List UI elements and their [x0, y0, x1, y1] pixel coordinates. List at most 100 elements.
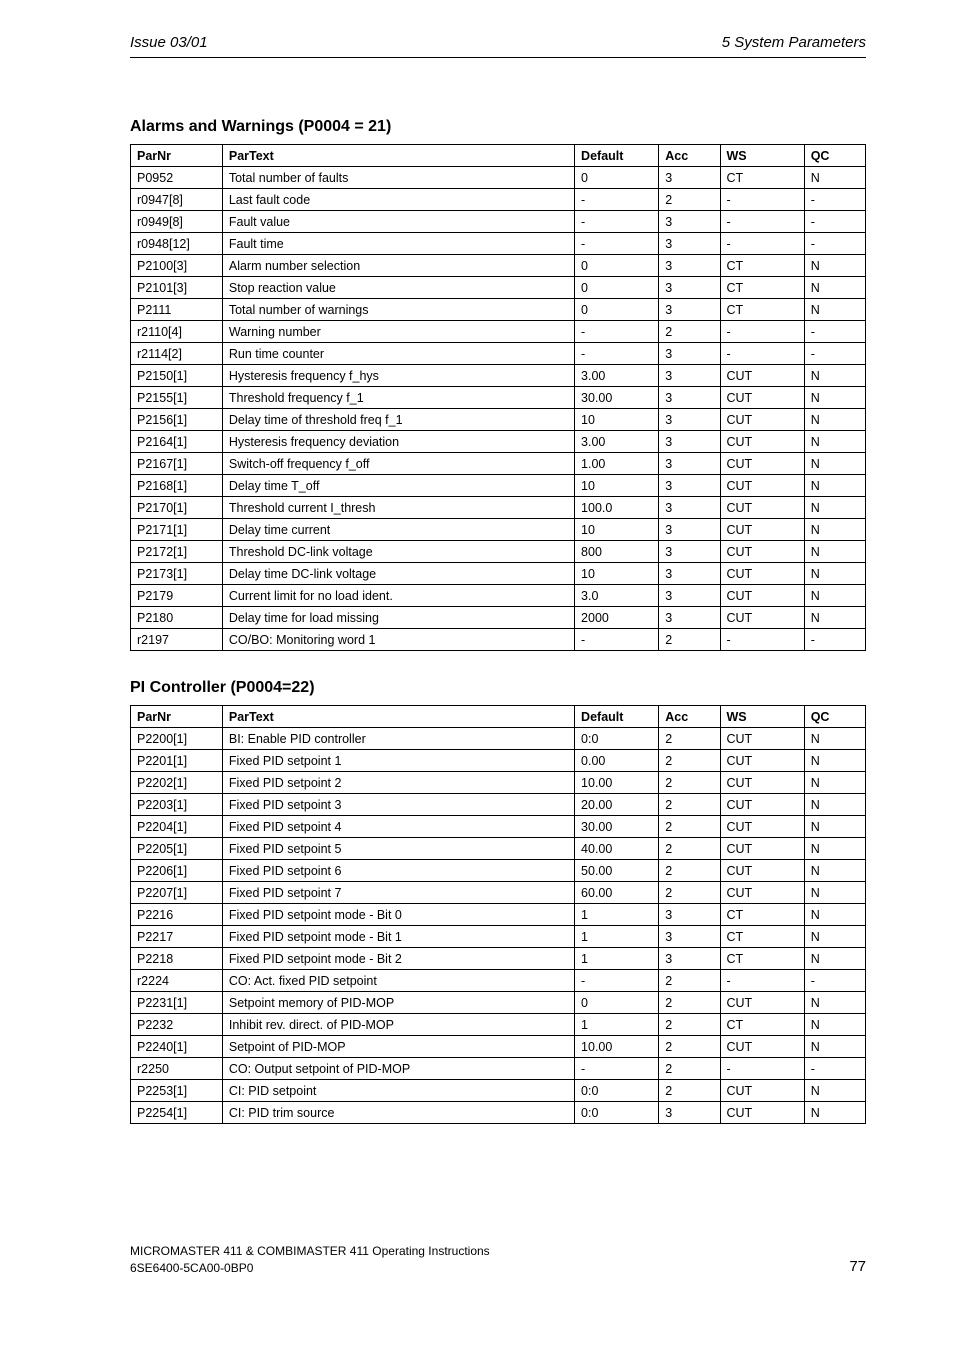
cell-ws: CT	[720, 167, 804, 189]
cell-parnr: P2173[1]	[131, 563, 223, 585]
cell-acc: 2	[659, 860, 720, 882]
cell-qc: N	[804, 453, 865, 475]
cell-qc: -	[804, 189, 865, 211]
table-row: P2207[1]Fixed PID setpoint 760.002CUTN	[131, 882, 866, 904]
table-row: P2150[1]Hysteresis frequency f_hys3.003C…	[131, 365, 866, 387]
cell-qc: N	[804, 277, 865, 299]
cell-partext: Delay time DC-link voltage	[222, 563, 574, 585]
cell-qc: N	[804, 794, 865, 816]
cell-parnr: P2231[1]	[131, 992, 223, 1014]
table-row: r2114[2]Run time counter-3--	[131, 343, 866, 365]
cell-parnr: P2202[1]	[131, 772, 223, 794]
cell-qc: N	[804, 365, 865, 387]
cell-partext: Alarm number selection	[222, 255, 574, 277]
cell-acc: 3	[659, 585, 720, 607]
table-row: P2201[1]Fixed PID setpoint 10.002CUTN	[131, 750, 866, 772]
cell-ws: CT	[720, 948, 804, 970]
cell-partext: Delay time of threshold freq f_1	[222, 409, 574, 431]
cell-partext: Total number of warnings	[222, 299, 574, 321]
cell-qc: N	[804, 948, 865, 970]
cell-ws: CUT	[720, 860, 804, 882]
cell-ws: CUT	[720, 541, 804, 563]
cell-partext: Switch-off frequency f_off	[222, 453, 574, 475]
cell-ws: CUT	[720, 1036, 804, 1058]
table-row: P2254[1]CI: PID trim source0:03CUTN	[131, 1102, 866, 1124]
cell-default: 30.00	[575, 387, 659, 409]
cell-default: 40.00	[575, 838, 659, 860]
cell-acc: 3	[659, 167, 720, 189]
cell-qc: N	[804, 519, 865, 541]
col-header-qc: QC	[804, 706, 865, 728]
cell-qc: N	[804, 299, 865, 321]
cell-partext: Inhibit rev. direct. of PID-MOP	[222, 1014, 574, 1036]
cell-qc: N	[804, 838, 865, 860]
table-row: P2206[1]Fixed PID setpoint 650.002CUTN	[131, 860, 866, 882]
cell-default: -	[575, 211, 659, 233]
table-row: r0949[8]Fault value-3--	[131, 211, 866, 233]
cell-parnr: P2217	[131, 926, 223, 948]
cell-ws: CUT	[720, 838, 804, 860]
col-header-default: Default	[575, 145, 659, 167]
cell-parnr: P2216	[131, 904, 223, 926]
cell-partext: Delay time current	[222, 519, 574, 541]
cell-acc: 2	[659, 1014, 720, 1036]
cell-acc: 3	[659, 211, 720, 233]
cell-ws: CUT	[720, 882, 804, 904]
cell-ws: CT	[720, 904, 804, 926]
table-row: P2173[1]Delay time DC-link voltage103CUT…	[131, 563, 866, 585]
header-right: 5 System Parameters	[722, 34, 866, 51]
cell-default: 10	[575, 563, 659, 585]
cell-qc: N	[804, 816, 865, 838]
cell-qc: N	[804, 497, 865, 519]
cell-acc: 3	[659, 948, 720, 970]
cell-ws: CT	[720, 1014, 804, 1036]
cell-acc: 2	[659, 1058, 720, 1080]
table-header-row: ParNr ParText Default Acc WS QC	[131, 706, 866, 728]
cell-acc: 3	[659, 233, 720, 255]
cell-ws: CT	[720, 277, 804, 299]
cell-acc: 3	[659, 607, 720, 629]
cell-partext: CI: PID trim source	[222, 1102, 574, 1124]
table-row: P2202[1]Fixed PID setpoint 210.002CUTN	[131, 772, 866, 794]
cell-parnr: r2114[2]	[131, 343, 223, 365]
cell-acc: 3	[659, 453, 720, 475]
cell-ws: -	[720, 321, 804, 343]
cell-parnr: P2170[1]	[131, 497, 223, 519]
cell-acc: 2	[659, 838, 720, 860]
cell-qc: N	[804, 772, 865, 794]
cell-qc: N	[804, 475, 865, 497]
cell-parnr: r2250	[131, 1058, 223, 1080]
cell-default: 0:0	[575, 1102, 659, 1124]
cell-qc: N	[804, 607, 865, 629]
cell-default: 1	[575, 1014, 659, 1036]
table-row: P2240[1]Setpoint of PID-MOP10.002CUTN	[131, 1036, 866, 1058]
cell-default: 3.00	[575, 431, 659, 453]
cell-partext: Fault value	[222, 211, 574, 233]
cell-ws: CUT	[720, 365, 804, 387]
cell-acc: 3	[659, 904, 720, 926]
table-row: P2218Fixed PID setpoint mode - Bit 213CT…	[131, 948, 866, 970]
cell-acc: 2	[659, 794, 720, 816]
cell-ws: -	[720, 211, 804, 233]
cell-acc: 2	[659, 629, 720, 651]
table-row: P2155[1]Threshold frequency f_130.003CUT…	[131, 387, 866, 409]
cell-partext: Fixed PID setpoint 4	[222, 816, 574, 838]
table-row: P2204[1]Fixed PID setpoint 430.002CUTN	[131, 816, 866, 838]
cell-qc: N	[804, 1036, 865, 1058]
cell-default: 0	[575, 299, 659, 321]
cell-partext: Fixed PID setpoint mode - Bit 1	[222, 926, 574, 948]
cell-parnr: r0948[12]	[131, 233, 223, 255]
cell-acc: 2	[659, 1036, 720, 1058]
table-row: P2232Inhibit rev. direct. of PID-MOP12CT…	[131, 1014, 866, 1036]
cell-default: -	[575, 970, 659, 992]
table-row: P2200[1]BI: Enable PID controller0:02CUT…	[131, 728, 866, 750]
cell-acc: 2	[659, 970, 720, 992]
footer-line2: 6SE6400-5CA00-0BP0	[130, 1261, 253, 1275]
cell-parnr: P2168[1]	[131, 475, 223, 497]
table-row: P2231[1]Setpoint memory of PID-MOP02CUTN	[131, 992, 866, 1014]
table-row: r0948[12]Fault time-3--	[131, 233, 866, 255]
cell-qc: N	[804, 585, 865, 607]
cell-qc: N	[804, 904, 865, 926]
cell-ws: -	[720, 970, 804, 992]
cell-parnr: P0952	[131, 167, 223, 189]
